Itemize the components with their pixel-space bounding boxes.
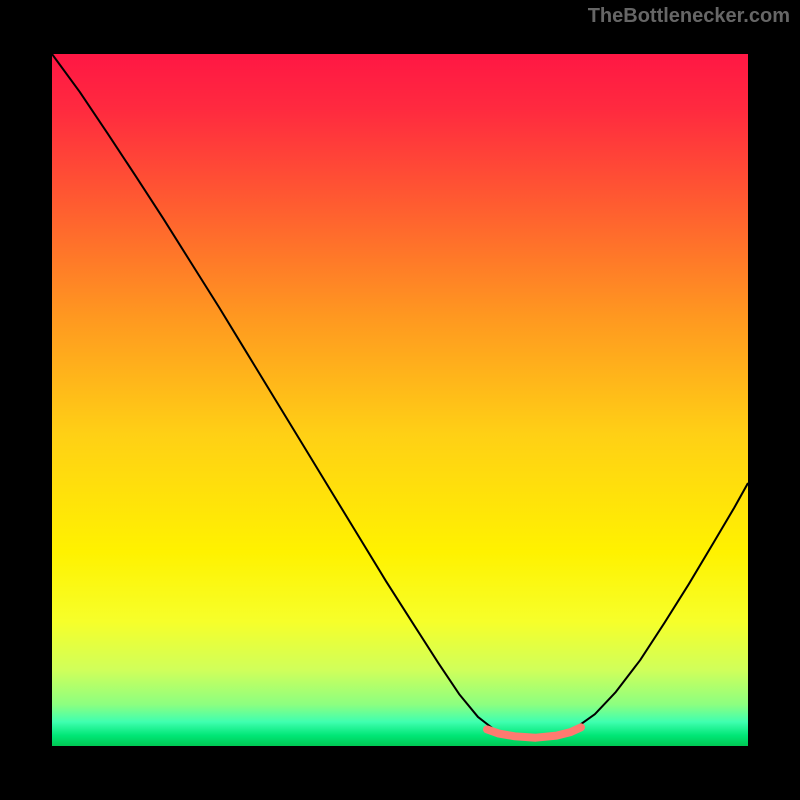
watermark-text: TheBottlenecker.com — [588, 5, 790, 27]
plot-background — [52, 54, 748, 746]
bottleneck-chart: TheBottlenecker.com — [0, 0, 800, 800]
